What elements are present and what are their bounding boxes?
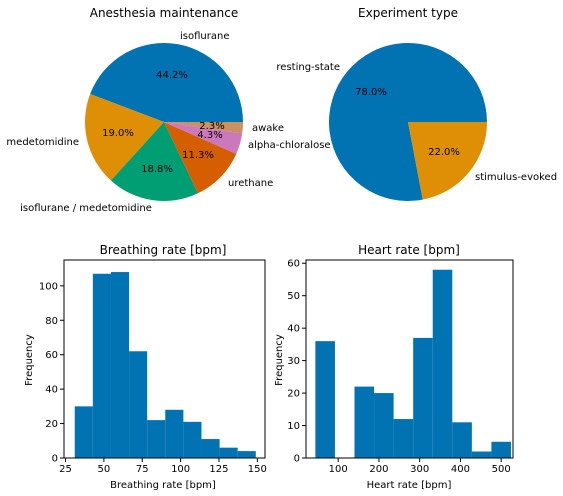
y-tick-label: 50 — [287, 291, 300, 302]
y-tick-label: 20 — [45, 419, 58, 430]
x-tick-label: 75 — [136, 464, 149, 475]
pie-slice-resting-state — [329, 42, 487, 201]
heart-hist-ylabel: Frequency — [274, 334, 285, 386]
pie-pct-medetomidine: 19.0% — [102, 128, 134, 139]
pie-slice-urethane — [164, 122, 237, 194]
anesthesia-pie-title: Anesthesia maintenance — [90, 6, 239, 20]
experiment-pie-title: Experiment type — [358, 6, 458, 20]
pie-label-resting-state: resting-state — [276, 62, 340, 73]
hist-bar — [315, 341, 335, 458]
y-tick-label: 30 — [287, 356, 300, 367]
y-tick-label: 10 — [287, 421, 300, 432]
hist-bar — [393, 419, 414, 458]
y-tick-label: 20 — [287, 389, 300, 400]
heart-rate-histogram: Heart rate [bpm] Heart rate [bpm] Freque… — [274, 243, 514, 491]
pie-pct-resting-state: 78.0% — [355, 87, 387, 98]
pie-pct-urethane: 11.3% — [182, 150, 214, 161]
axes-frame — [63, 259, 266, 459]
pie-slice-isoflurane-medetomidine — [110, 122, 198, 202]
breathing-hist-ylabel: Frequency — [24, 334, 35, 386]
y-tick-label: 40 — [45, 385, 58, 396]
pie-label-urethane: urethane — [228, 178, 273, 189]
hist-bar — [491, 441, 511, 458]
x-tick-label: 500 — [492, 464, 511, 475]
y-tick-label: 60 — [287, 259, 300, 270]
y-tick-label: 100 — [39, 281, 58, 292]
x-tick-label: 300 — [410, 464, 429, 475]
hist-bar — [237, 451, 256, 458]
x-tick-label: 100 — [329, 464, 348, 475]
hist-bar — [165, 409, 184, 458]
hist-bar — [183, 421, 202, 458]
breathing-hist-title: Breathing rate [bpm] — [100, 243, 227, 257]
pie-label-stimulus-evoked: stimulus-evoked — [475, 172, 557, 183]
x-tick-label: 125 — [209, 464, 228, 475]
hist-bar — [74, 406, 93, 458]
hist-bar — [92, 273, 111, 458]
heart-hist-xlabel: Heart rate [bpm] — [367, 480, 452, 491]
pie-pct-isoflurane: 44.2% — [156, 70, 188, 81]
experiment-pie-chart: Experiment type resting-state 78.0% stimul… — [276, 6, 557, 201]
pie-pct-isoflurane-medetomidine: 18.8% — [141, 164, 173, 175]
pie-label-awake: awake — [252, 123, 284, 134]
pie-slice-medetomidine — [84, 94, 164, 181]
hist-bar — [129, 351, 148, 458]
pie-pct-alpha-chloralose: 4.3% — [197, 130, 222, 141]
y-tick-label: 0 — [52, 454, 58, 465]
breathing-hist-xlabel: Breathing rate [bpm] — [110, 480, 216, 491]
hist-bar — [110, 272, 130, 458]
anesthesia-pie-chart: Anesthesia maintenance isoflurane 44.2% me… — [6, 6, 330, 214]
x-tick-label: 100 — [171, 464, 190, 475]
pie-label-isoflurane: isoflurane — [180, 31, 229, 42]
pie-pct-stimulus-evoked: 22.0% — [428, 147, 460, 158]
hist-bar — [452, 422, 472, 458]
hist-bar — [219, 447, 238, 458]
y-tick-label: 40 — [287, 324, 300, 335]
x-tick-label: 150 — [248, 464, 267, 475]
y-tick-label: 0 — [294, 454, 300, 465]
pie-slice-isoflurane — [90, 43, 243, 122]
y-tick-label: 60 — [45, 350, 58, 361]
hist-bar — [147, 420, 166, 458]
hist-bar — [413, 337, 433, 458]
pie-pct-awake: 2.3% — [199, 121, 224, 132]
hist-bar — [201, 439, 220, 458]
pie-slice-awake — [164, 122, 243, 134]
hist-bar — [354, 386, 375, 458]
pie-label-isoflurane-medetomidine: isoflurane / medetomidine — [20, 203, 152, 214]
x-tick-label: 400 — [451, 464, 470, 475]
x-tick-label: 25 — [59, 464, 72, 475]
pie-label-medetomidine: medetomidine — [6, 137, 79, 148]
hist-bar — [471, 451, 492, 458]
x-tick-label: 50 — [98, 464, 111, 475]
hist-bar — [432, 269, 453, 458]
hist-bar — [374, 393, 394, 458]
pie-slice-stimulus-evoked — [408, 122, 487, 200]
axes-frame — [305, 259, 514, 459]
heart-hist-title: Heart rate [bpm] — [358, 243, 460, 257]
x-tick-label: 200 — [369, 464, 388, 475]
breathing-rate-histogram: Breathing rate [bpm] Breathing rate [bpm… — [24, 243, 267, 491]
pie-slice-alpha-chloralose — [164, 122, 243, 154]
pie-label-alpha-chloralose: alpha-chloralose — [248, 140, 331, 151]
y-tick-label: 80 — [45, 316, 58, 327]
